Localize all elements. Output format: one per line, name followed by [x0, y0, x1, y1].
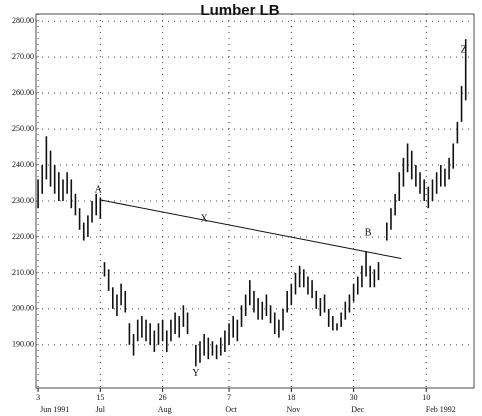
y-tick-label: 230.00 — [12, 196, 34, 205]
x-month-label: Nov — [287, 405, 301, 414]
trendline — [100, 199, 402, 260]
x-tick-label: 30 — [350, 393, 358, 402]
y-tick-label: 210.00 — [12, 268, 34, 277]
x-tick-label: 15 — [96, 393, 104, 402]
y-tick-label: 190.00 — [12, 340, 34, 349]
chart-title: Lumber LB — [200, 2, 279, 19]
y-tick-label: 280.00 — [12, 16, 34, 25]
annotation: B — [365, 228, 372, 239]
y-tick-label: 250.00 — [12, 124, 34, 133]
x-month-label: Oct — [225, 405, 237, 414]
x-tick-label: 7 — [227, 393, 231, 402]
annotation: X — [201, 213, 209, 224]
x-tick-label: 10 — [422, 393, 430, 402]
x-tick-label: 3 — [36, 393, 40, 402]
x-month-label: Jun 1991 — [40, 405, 69, 414]
x-month-label: Aug — [158, 405, 172, 414]
x-month-label: Jul — [96, 405, 106, 414]
y-tick-label: 260.00 — [12, 88, 34, 97]
annotation: Y — [192, 368, 199, 379]
x-month-label: Feb 1992 — [426, 405, 456, 414]
x-tick-label: 18 — [287, 393, 295, 402]
annotation: Z — [461, 44, 467, 55]
y-tick-label: 220.00 — [12, 232, 34, 241]
y-tick-label: 200.00 — [12, 304, 34, 313]
x-month-label: Dec — [351, 405, 364, 414]
x-tick-label: 26 — [159, 393, 167, 402]
annotation: A — [95, 185, 103, 196]
y-tick-label: 240.00 — [12, 160, 34, 169]
y-tick-label: 270.00 — [12, 52, 34, 61]
